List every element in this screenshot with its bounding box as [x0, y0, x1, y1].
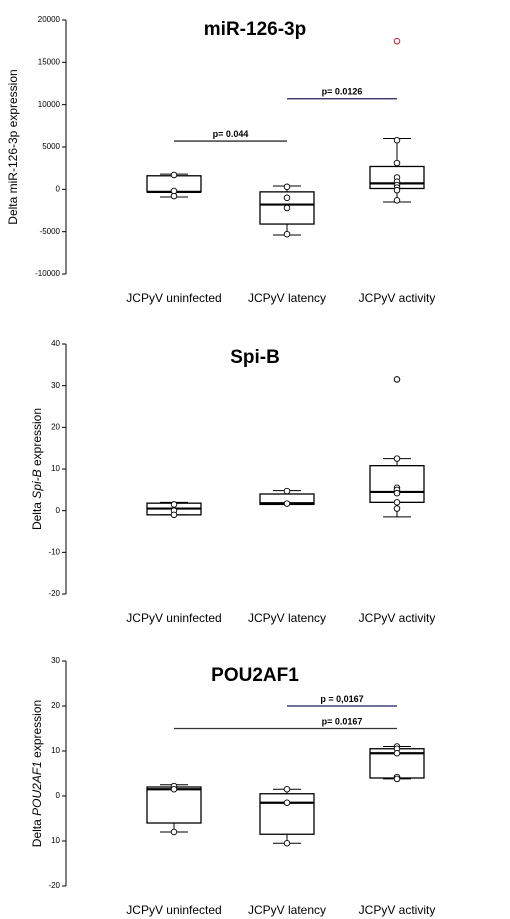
y-tick-label: 20000 [38, 15, 61, 24]
y-tick-label: 30 [51, 656, 60, 665]
y-tick-label: -20 [48, 589, 60, 598]
y-tick-label: 0 [56, 506, 61, 515]
data-point [393, 159, 401, 167]
data-point [393, 455, 401, 462]
y-tick-label: 15000 [38, 57, 61, 66]
box [259, 793, 315, 835]
outlier-point [393, 37, 401, 45]
p-value-label: p= 0.044 [213, 129, 249, 139]
y-axis-label: Delta Spi-B expression [30, 408, 44, 530]
data-point [170, 192, 178, 200]
outlier-point [393, 376, 401, 383]
y-tick-label: 0 [56, 184, 61, 193]
data-point [393, 489, 401, 497]
y-tick-label: 20 [51, 422, 60, 431]
category-label: JCPyV latency [248, 291, 326, 305]
y-tick-label: -10000 [35, 269, 60, 278]
data-point [283, 799, 291, 807]
data-point [393, 136, 401, 144]
y-axis-label-part: Spi-B [30, 469, 44, 498]
y-tick-label: 10000 [38, 100, 61, 109]
y-axis-label-part: Delta miR-126-3p expression [6, 69, 20, 224]
panel-title: POU2AF1 [211, 665, 299, 686]
box [369, 465, 425, 503]
data-point [170, 828, 178, 836]
y-tick-label: 40 [51, 339, 60, 348]
y-tick-label: -10 [48, 547, 60, 556]
data-point [170, 171, 178, 179]
box [259, 191, 315, 225]
category-label: JCPyV uninfected [126, 291, 221, 305]
category-label: JCPyV uninfected [126, 903, 221, 917]
data-point [393, 505, 401, 512]
data-point [283, 840, 291, 847]
data-point [393, 197, 401, 204]
category-label: JCPyV activity [359, 611, 436, 625]
y-axis-label-part: Delta [30, 816, 44, 847]
p-value-label: p= 0.0126 [322, 87, 363, 97]
data-point [393, 499, 401, 506]
data-point [393, 775, 401, 783]
p-value-label: p = 0,0167 [320, 694, 363, 704]
data-point [283, 183, 291, 191]
y-axis-label-part: POU2AF1 [30, 761, 44, 816]
y-tick-label: 30 [51, 381, 60, 390]
y-axis-label: Delta miR-126-3p expression [6, 69, 20, 224]
category-label: JCPyV latency [248, 903, 326, 917]
data-point [283, 487, 291, 495]
y-axis-label-part: expression [30, 408, 44, 469]
panel-title: miR-126-3p [204, 19, 306, 40]
y-tick-label: 0 [56, 791, 61, 800]
data-point [283, 204, 291, 212]
y-tick-label: -20 [48, 881, 60, 890]
panel-title: Spi-B [230, 347, 280, 368]
data-point [283, 786, 291, 793]
category-label: JCPyV activity [359, 903, 436, 917]
category-label: JCPyV activity [359, 291, 436, 305]
y-tick-label: 10 [51, 836, 60, 845]
data-point [170, 511, 178, 519]
y-tick-label: 10 [51, 464, 60, 473]
y-tick-label: 5000 [42, 142, 60, 151]
y-axis-label-part: Delta [30, 499, 44, 530]
data-point [170, 786, 178, 793]
y-axis-label: Delta POU2AF1 expression [30, 700, 44, 847]
y-axis-label-part: expression [30, 700, 44, 761]
data-point [283, 194, 291, 202]
data-point [393, 750, 401, 757]
data-point [393, 186, 401, 194]
category-label: JCPyV latency [248, 611, 326, 625]
data-point [283, 230, 291, 238]
y-tick-label: -5000 [40, 227, 61, 236]
y-tick-label: 10 [51, 746, 60, 755]
data-point [283, 500, 291, 507]
category-label: JCPyV uninfected [126, 611, 221, 625]
p-value-label: p= 0.0167 [322, 717, 363, 727]
data-point [170, 501, 178, 508]
y-tick-label: 20 [51, 701, 60, 710]
